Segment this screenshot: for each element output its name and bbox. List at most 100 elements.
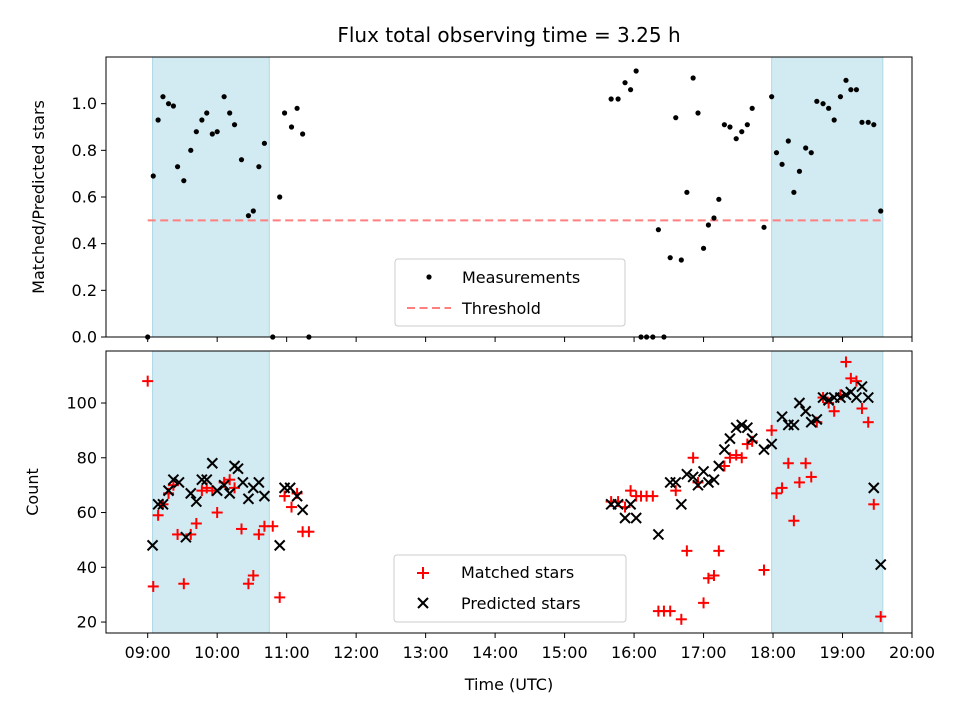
- measurement-point: [627, 87, 634, 93]
- predicted-star-point: [253, 476, 265, 489]
- predicted-star-point: [675, 498, 688, 511]
- measurement-point: [796, 168, 803, 174]
- legend-threshold-label: Threshold: [461, 299, 541, 318]
- predicted-star-point: [724, 432, 736, 445]
- legend-matched-marker: [417, 567, 429, 579]
- predicted-star-point: [799, 405, 812, 417]
- legend-predicted-label: Predicted stars: [461, 594, 581, 613]
- matched-star-point: [211, 507, 223, 519]
- measurement-point: [160, 94, 166, 100]
- predicted-star-point: [652, 528, 665, 541]
- measurement-point: [155, 117, 161, 123]
- predicted-star-point: [223, 487, 236, 500]
- top-legend: Measurements Threshold: [394, 258, 626, 327]
- predicted-star-point: [237, 476, 249, 489]
- predicted-star-point: [805, 416, 817, 428]
- predicted-star-point: [190, 495, 203, 508]
- top-observing-windows: [152, 56, 884, 338]
- x-tick-label: 19:00: [819, 643, 865, 662]
- measurement-point: [773, 150, 780, 156]
- matched-star-point: [758, 564, 770, 576]
- measurement-point: [749, 105, 755, 111]
- predicted-star-point: [811, 413, 823, 426]
- measurement-point: [820, 101, 826, 107]
- predicted-star-point: [162, 484, 175, 497]
- x-tick-label: 12:00: [333, 643, 379, 662]
- measurement-point: [256, 164, 262, 170]
- observing-window-2: [771, 56, 884, 338]
- matched-star-point: [625, 485, 637, 497]
- measurement-point: [744, 122, 750, 128]
- matched-star-point: [185, 528, 197, 540]
- measurement-point: [865, 119, 871, 125]
- matched-star-point: [253, 528, 265, 540]
- measurement-point: [711, 215, 717, 221]
- measurement-point: [803, 145, 809, 151]
- predicted-star-point: [822, 394, 835, 406]
- predicted-star-point: [765, 438, 778, 450]
- measurement-point: [791, 189, 797, 195]
- measurement-point: [209, 131, 215, 137]
- matched-star-point: [235, 523, 247, 535]
- top-y-tick-label: 0.2: [72, 281, 97, 300]
- top-y-tick-label: 0.0: [72, 328, 97, 347]
- predicted-star-point: [612, 498, 624, 511]
- measurement-point: [261, 140, 268, 146]
- matched-star-point: [724, 452, 736, 464]
- predicted-star-point: [232, 463, 244, 475]
- matched-star-point: [675, 613, 687, 625]
- measurement-point: [700, 245, 707, 251]
- predicted-star-point: [708, 473, 720, 486]
- matched-star-point: [147, 580, 159, 592]
- predicted-star-point: [296, 504, 309, 516]
- measurement-point: [245, 213, 252, 219]
- predicted-star-point: [834, 391, 847, 404]
- legend-measurements-label: Measurements: [462, 268, 580, 287]
- matched-star-point: [303, 526, 315, 538]
- predicted-star-point: [788, 419, 800, 431]
- measurement-point: [633, 68, 639, 74]
- bottom-legend-box: [393, 554, 627, 623]
- observing-window-1: [152, 56, 270, 338]
- measurement-point: [181, 178, 187, 184]
- bottom-y-tick-label: 60: [77, 503, 97, 522]
- predicted-star-point: [758, 443, 770, 456]
- matched-star-point: [687, 452, 699, 464]
- matched-star-point: [850, 375, 862, 387]
- measurement-point: [871, 122, 877, 128]
- x-tick-label: 16:00: [611, 643, 657, 662]
- bottom-y-axis-label: Count: [23, 468, 42, 516]
- bottom-y-ticks: 20 40 60 80 100: [66, 394, 106, 632]
- predicted-star-point: [670, 476, 682, 489]
- measurement-point: [837, 94, 844, 100]
- top-y-axis-label: Matched/Predicted stars: [29, 100, 48, 294]
- matched-star-point: [172, 528, 184, 540]
- predicted-star-point: [850, 391, 863, 404]
- predicted-star-point: [273, 539, 286, 552]
- measurement-point: [174, 164, 181, 170]
- predicted-star-point: [180, 531, 192, 543]
- predicted-star-point: [196, 473, 208, 486]
- predicted-star-point: [185, 487, 197, 500]
- predicted-star-point: [793, 397, 806, 409]
- bottom-legend: Matched stars Predicted stars: [393, 554, 627, 623]
- predicted-star-point: [242, 493, 255, 505]
- measurement-point: [199, 117, 205, 123]
- predicted-star-point: [741, 421, 754, 434]
- measurement-point: [853, 87, 860, 93]
- measurement-point: [785, 138, 791, 144]
- x-axis-label: Time (UTC): [464, 675, 553, 694]
- measurement-point: [673, 115, 679, 121]
- measurement-point: [227, 110, 233, 116]
- measurement-point: [690, 75, 696, 81]
- matched-star-point: [229, 482, 241, 494]
- measurement-point: [165, 101, 172, 107]
- predicted-star-point: [697, 465, 710, 478]
- measurement-point: [300, 131, 306, 137]
- measurement-point: [678, 257, 684, 263]
- matched-star-point: [286, 501, 298, 513]
- predicted-star-point: [201, 473, 213, 486]
- matched-star-point: [766, 424, 778, 436]
- matched-star-point: [828, 405, 840, 417]
